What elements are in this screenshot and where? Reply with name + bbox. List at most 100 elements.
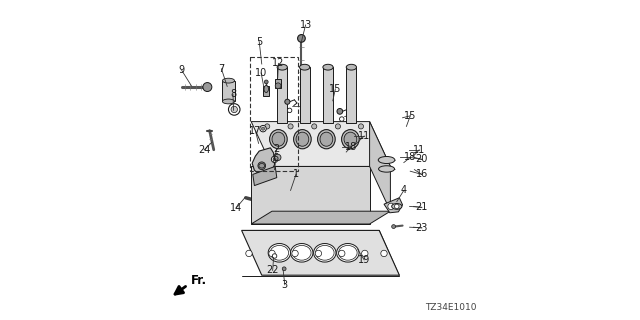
Circle shape: [231, 106, 237, 113]
Text: 13: 13: [300, 20, 312, 30]
Polygon shape: [251, 122, 390, 166]
Text: 18: 18: [345, 141, 358, 152]
Circle shape: [287, 108, 292, 113]
Circle shape: [312, 124, 317, 129]
Circle shape: [285, 99, 290, 104]
Text: 6: 6: [273, 153, 279, 164]
Circle shape: [381, 250, 387, 257]
Ellipse shape: [379, 166, 394, 172]
Text: 8: 8: [230, 89, 236, 100]
Circle shape: [298, 35, 305, 42]
Text: 23: 23: [415, 223, 428, 233]
Text: 4: 4: [401, 185, 407, 196]
Text: TZ34E1010: TZ34E1010: [426, 303, 477, 312]
Ellipse shape: [223, 78, 235, 83]
Circle shape: [258, 162, 266, 170]
Circle shape: [337, 108, 343, 114]
Ellipse shape: [223, 99, 235, 104]
Circle shape: [260, 125, 266, 132]
Text: Fr.: Fr.: [191, 274, 207, 286]
Ellipse shape: [294, 130, 311, 149]
Ellipse shape: [317, 130, 335, 149]
Circle shape: [288, 124, 293, 129]
Ellipse shape: [316, 245, 334, 260]
Ellipse shape: [320, 132, 333, 146]
Text: 5: 5: [256, 36, 262, 47]
Text: 15: 15: [404, 111, 417, 121]
Circle shape: [358, 124, 364, 129]
Polygon shape: [251, 211, 390, 224]
Polygon shape: [384, 198, 403, 213]
Circle shape: [335, 124, 340, 129]
Ellipse shape: [337, 244, 359, 262]
Bar: [277, 67, 287, 123]
Bar: [300, 67, 310, 123]
Circle shape: [272, 254, 277, 258]
Circle shape: [275, 83, 281, 89]
Ellipse shape: [344, 132, 357, 146]
Text: 10: 10: [255, 68, 268, 78]
Text: 17: 17: [249, 125, 262, 136]
Ellipse shape: [296, 132, 308, 146]
Bar: [223, 81, 235, 101]
Circle shape: [271, 156, 278, 163]
Text: 21: 21: [415, 202, 428, 212]
Circle shape: [262, 127, 265, 130]
Circle shape: [339, 250, 345, 257]
Circle shape: [282, 267, 286, 271]
Text: 19: 19: [358, 255, 371, 265]
Circle shape: [394, 204, 399, 209]
Text: 16: 16: [415, 169, 428, 180]
Text: 20: 20: [415, 154, 428, 164]
Ellipse shape: [291, 244, 313, 262]
Ellipse shape: [323, 64, 333, 70]
Text: 24: 24: [198, 145, 211, 155]
Text: 3: 3: [282, 280, 288, 290]
Circle shape: [264, 80, 268, 84]
Polygon shape: [251, 166, 370, 224]
Ellipse shape: [342, 130, 359, 149]
Circle shape: [339, 117, 344, 121]
Ellipse shape: [269, 130, 287, 149]
Circle shape: [362, 250, 368, 257]
Text: 15: 15: [329, 84, 342, 94]
Text: 14: 14: [230, 203, 243, 213]
Polygon shape: [370, 122, 390, 211]
Bar: [323, 67, 333, 123]
Text: 11: 11: [413, 145, 426, 155]
Bar: [346, 67, 356, 123]
Bar: [263, 86, 269, 96]
Ellipse shape: [346, 64, 356, 70]
Circle shape: [388, 203, 394, 210]
Ellipse shape: [392, 204, 402, 209]
Text: 1: 1: [293, 169, 299, 180]
Circle shape: [392, 225, 396, 228]
Circle shape: [203, 83, 212, 92]
Bar: [275, 79, 281, 88]
Ellipse shape: [300, 64, 310, 70]
Text: 22: 22: [266, 265, 279, 276]
Text: 9: 9: [179, 65, 185, 76]
Ellipse shape: [314, 244, 336, 262]
Polygon shape: [242, 230, 399, 275]
Ellipse shape: [270, 245, 289, 260]
Text: 18: 18: [404, 152, 417, 163]
Circle shape: [273, 158, 276, 161]
Ellipse shape: [259, 164, 265, 168]
Ellipse shape: [292, 245, 311, 260]
Text: 2: 2: [274, 144, 280, 154]
Polygon shape: [253, 166, 277, 186]
Circle shape: [265, 124, 270, 129]
Circle shape: [315, 250, 321, 257]
Polygon shape: [252, 148, 275, 175]
Ellipse shape: [268, 244, 291, 262]
Ellipse shape: [339, 245, 357, 260]
Text: 7: 7: [218, 64, 225, 74]
Ellipse shape: [272, 132, 285, 146]
Text: 12: 12: [272, 58, 285, 68]
Ellipse shape: [264, 85, 269, 92]
Circle shape: [269, 250, 275, 257]
Bar: [250, 57, 298, 171]
Circle shape: [292, 250, 298, 257]
Circle shape: [275, 154, 281, 161]
